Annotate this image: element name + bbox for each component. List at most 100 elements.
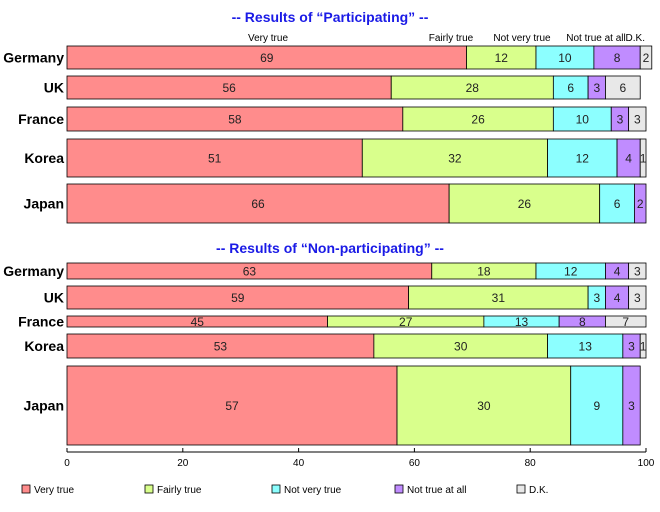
row-label: Germany [3,50,64,66]
value-label: 4 [625,152,632,166]
value-label: 9 [593,399,600,413]
x-tick-label: 100 [638,458,655,469]
row-label: Japan [24,398,64,414]
header-label: Fairly true [429,33,474,44]
header-label: Not true at all [566,33,625,44]
legend-swatch [394,484,404,494]
value-label: 3 [593,291,600,305]
x-tick-label: 40 [293,458,305,469]
x-tick-label: 80 [525,458,537,469]
value-label: 6 [619,81,626,95]
panel-title-0: -- Results of “Participating” -- [232,9,429,25]
x-tick-label: 0 [64,458,70,469]
value-label: 3 [593,81,600,95]
value-label: 2 [643,51,650,65]
legend-swatch [271,484,281,494]
value-label: 31 [492,291,506,305]
value-label: 13 [515,315,529,329]
value-label: 7 [622,315,629,329]
bar-segment [66,138,363,178]
bar-segment [622,365,641,446]
value-label: 1 [640,340,647,354]
row-label: UK [44,290,64,306]
bar-segment [634,183,647,224]
row-label: France [18,111,64,127]
value-label: 12 [495,51,509,65]
value-label: 18 [477,265,491,279]
legend-swatch [516,484,526,494]
bar-segment [599,183,635,224]
value-label: 56 [222,81,236,95]
x-tick-label: 20 [177,458,189,469]
value-label: 3 [634,113,641,127]
bar-segment [361,138,548,178]
bar-segment [628,262,647,280]
legend-label: Not very true [284,485,342,496]
value-label: 1 [640,152,647,166]
bar-segment [605,75,641,100]
value-label: 8 [614,51,621,65]
value-label: 51 [208,152,222,166]
value-label: 53 [214,340,228,354]
legend-swatch [21,484,31,494]
bar-segment [66,365,398,446]
value-label: 3 [634,265,641,279]
bar-segment [605,315,647,328]
value-label: 57 [225,399,239,413]
value-label: 12 [576,152,590,166]
bar-segment [66,333,375,359]
bar-segment [639,45,653,70]
row-label: Japan [24,196,64,212]
bar-segment [570,365,624,446]
bar-segment [639,138,647,178]
value-label: 3 [617,113,624,127]
row-label: Germany [3,263,64,279]
legend-label: Not true at all [407,485,466,496]
header-label: Not very true [493,33,551,44]
value-label: 32 [448,152,462,166]
row-label: UK [44,80,64,96]
bar-segment [628,285,647,310]
bar-segment [639,333,647,359]
value-label: 10 [576,113,590,127]
bar-segment [628,106,647,132]
value-label: 28 [466,81,480,95]
bar-segment [448,183,601,224]
bar-segment [66,106,404,132]
x-tick-label: 60 [409,458,421,469]
value-label: 4 [614,265,621,279]
panel-title-1: -- Results of “Non-participating” -- [216,240,444,256]
header-label: Very true [248,33,288,44]
value-label: 69 [260,51,274,65]
value-label: 6 [567,81,574,95]
value-label: 12 [564,265,578,279]
value-label: 10 [558,51,572,65]
value-label: 27 [399,315,413,329]
value-label: 3 [634,291,641,305]
value-label: 8 [579,315,586,329]
value-label: 26 [518,197,532,211]
value-label: 3 [628,399,635,413]
value-label: 13 [579,340,593,354]
legend-label: Fairly true [157,485,202,496]
legend-label: Very true [34,485,74,496]
value-label: 3 [628,340,635,354]
value-label: 2 [637,197,644,211]
value-label: 4 [614,291,621,305]
value-label: 66 [251,197,265,211]
bar-segment [373,333,548,359]
bar-segment [547,138,618,178]
bar-segment [547,333,624,359]
legend-swatch [144,484,154,494]
value-label: 45 [191,315,205,329]
value-label: 63 [243,265,257,279]
header-label: D.K. [626,33,645,44]
value-label: 59 [231,291,245,305]
row-label: Korea [24,338,64,354]
bar-segment [396,365,572,446]
bar-segment [66,183,450,224]
value-label: 6 [614,197,621,211]
value-label: 26 [471,113,485,127]
value-label: 30 [454,340,468,354]
